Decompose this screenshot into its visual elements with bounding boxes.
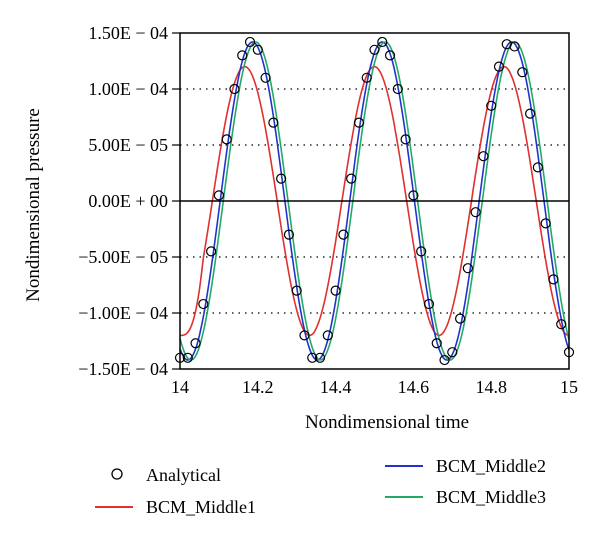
analytical-point [198,298,209,310]
legend-analytical-label: Analytical [146,465,221,485]
analytical-point [268,117,279,128]
analytical-point [283,229,295,240]
analytical-point [361,72,372,83]
x-axis-label: Nondimensional time [305,412,469,433]
analytical-point [400,134,411,145]
analytical-point [353,117,365,128]
analytical-point [346,173,357,184]
x-tick-label: 14 [171,377,189,397]
analytical-point [322,330,333,341]
analytical-point [384,50,396,61]
analytical-point [462,263,473,274]
analytical-point [206,246,217,257]
x-tick-label: 14.2 [242,377,274,397]
y-tick-label: −1.50E − 04 [78,359,168,379]
analytical-point [237,50,248,61]
analytical-point [454,313,466,324]
legend: Analytical BCM_Middle1 BCM_Middle2 BCM_M… [95,456,546,517]
legend-middle1-label: BCM_Middle1 [146,497,256,517]
analytical-point [423,298,435,310]
analytical-point [190,338,201,349]
analytical-point [392,83,403,95]
analytical-point [276,173,287,184]
analytical-point [431,338,442,349]
analytical-point [408,190,419,201]
analytical-point [416,246,427,257]
analytical-point [439,354,450,366]
analytical-point [338,229,349,240]
analytical-point [182,352,193,363]
analytical-point [556,319,567,330]
analytical-point [307,352,318,363]
x-tick-label: 14.4 [320,377,352,397]
analytical-point [377,36,388,48]
y-tick-label: 1.00E − 04 [88,79,168,99]
analytical-point [229,83,240,95]
analytical-point [314,352,326,363]
analytical-point [244,36,256,48]
analytical-point [509,41,520,52]
y-tick-label: −5.00E − 05 [78,247,168,267]
legend-analytical-marker [111,468,123,480]
analytical-point [524,108,536,119]
x-tick-label: 14.6 [398,377,430,397]
y-tick-label: 1.50E − 04 [88,23,168,43]
series-lines [179,41,570,361]
analytical-point [517,67,528,78]
analytical-point [478,151,489,162]
y-tick-label: −1.00E − 04 [78,303,168,323]
analytical-point [532,162,543,173]
analytical-point [486,100,497,111]
y-tick-label: 5.00E − 05 [88,135,168,155]
analytical-point [252,44,263,55]
analytical-point [548,274,559,285]
analytical-point [493,61,505,72]
x-tick-labels: 14 14.2 14.4 14.6 14.8 15 [171,377,578,397]
analytical-markers [174,36,575,366]
legend-middle2-label: BCM_Middle2 [436,456,546,476]
x-tick-label: 15 [560,377,578,397]
analytical-point [299,330,310,341]
analytical-point [221,134,232,145]
analytical-point [330,285,341,296]
y-tick-label: 0.00E + 00 [88,191,168,211]
analytical-point [501,39,512,50]
analytical-point [447,347,458,358]
series-line-bcm-middle2 [179,41,570,361]
analytical-point [470,207,481,218]
y-axis-label: Nondimensional pressure [23,108,44,302]
analytical-point [213,190,224,201]
y-tick-labels: 1.50E − 04 1.00E − 04 5.00E − 05 0.00E + 00… [78,23,180,379]
series-line-bcm-middle3 [179,41,570,361]
analytical-point [369,44,380,55]
analytical-point [291,285,302,296]
analytical-point [260,72,271,83]
legend-middle3-label: BCM_Middle3 [436,487,546,507]
analytical-point [540,218,551,229]
x-tick-label: 14.8 [475,377,507,397]
